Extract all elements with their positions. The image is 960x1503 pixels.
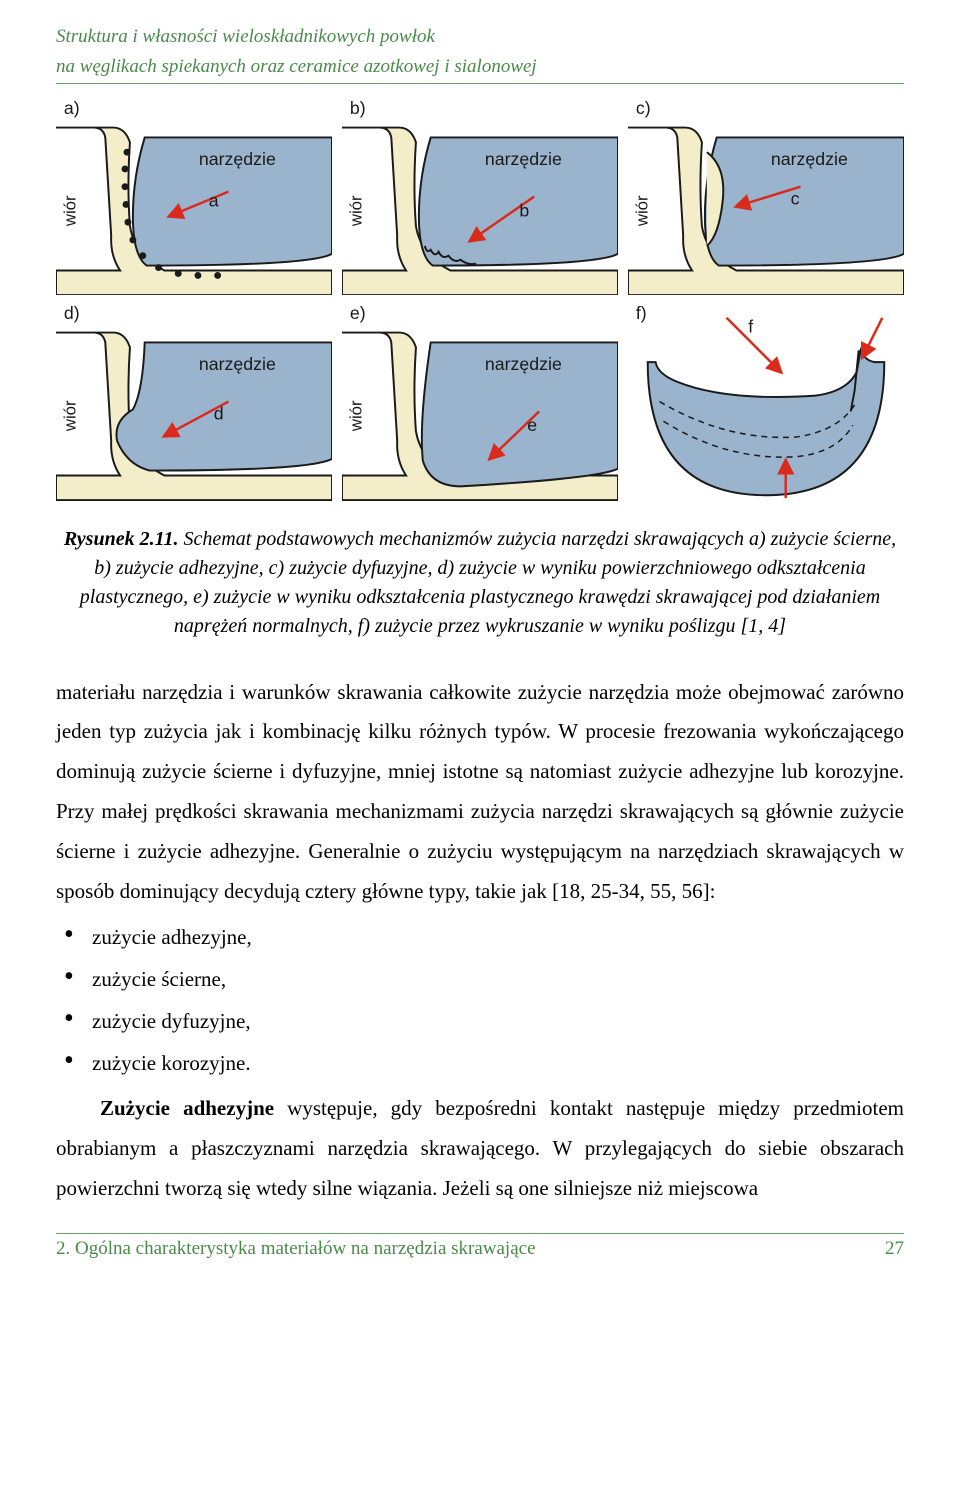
figure-2-11: a) narzędzie a wiór b) narzędzie b	[56, 98, 904, 500]
paragraph-2: Zużycie adhezyjne występuje, gdy bezpośr…	[56, 1089, 904, 1209]
svg-text:a): a)	[64, 98, 80, 118]
bullet-list: zużycie adhezyjne, zużycie ścierne, zuży…	[56, 918, 904, 1084]
caption-text: Schemat podstawowych mechanizmów zużycia…	[80, 528, 896, 637]
svg-text:narzędzie: narzędzie	[199, 354, 276, 374]
bullet-item: zużycie korozyjne.	[64, 1044, 904, 1084]
caption-label: Rysunek 2.11.	[64, 528, 179, 550]
paragraph-1: materiału narzędzia i warunków skrawania…	[56, 673, 904, 912]
figure-caption: Rysunek 2.11. Schemat podstawowych mecha…	[60, 525, 900, 641]
panel-d: d) narzędzie d wiór	[56, 303, 332, 500]
header-rule	[56, 83, 904, 84]
panel-e: e) narzędzie e wiór	[342, 303, 618, 500]
svg-text:f): f)	[636, 303, 647, 323]
svg-text:wiór: wiór	[633, 195, 652, 227]
running-header-line2: na węglikach spiekanych oraz ceramice az…	[56, 54, 904, 80]
body-paragraphs: materiału narzędzia i warunków skrawania…	[56, 673, 904, 1210]
svg-text:wiór: wiór	[61, 400, 80, 432]
svg-text:f: f	[748, 317, 753, 337]
svg-text:wiór: wiór	[61, 195, 80, 227]
svg-text:wiór: wiór	[347, 195, 366, 227]
svg-text:c): c)	[636, 98, 651, 118]
svg-text:b: b	[519, 201, 529, 221]
panel-f: f) f	[628, 303, 904, 500]
panel-b: b) narzędzie b wiór	[342, 98, 618, 295]
running-header-line1: Struktura i własności wieloskładnikowych…	[56, 24, 904, 50]
bullet-item: zużycie dyfuzyjne,	[64, 1002, 904, 1042]
svg-text:c: c	[791, 189, 800, 209]
svg-text:d): d)	[64, 303, 80, 323]
panel-c: c) narzędzie c wiór	[628, 98, 904, 295]
p2-bold: Zużycie adhezyjne	[100, 1096, 274, 1120]
footer-page-number: 27	[885, 1238, 904, 1260]
svg-text:b): b)	[350, 98, 366, 118]
svg-text:a: a	[209, 191, 219, 211]
panel-a: a) narzędzie a wiór	[56, 98, 332, 295]
svg-text:e: e	[527, 416, 537, 436]
svg-text:narzędzie: narzędzie	[771, 149, 848, 169]
svg-text:d: d	[214, 404, 224, 424]
footer-rule	[56, 1233, 904, 1234]
footer-left: 2. Ogólna charakterystyka materiałów na …	[56, 1238, 536, 1260]
bullet-item: zużycie ścierne,	[64, 960, 904, 1000]
svg-text:wiór: wiór	[347, 400, 366, 432]
svg-text:narzędzie: narzędzie	[485, 149, 562, 169]
svg-text:narzędzie: narzędzie	[485, 354, 562, 374]
bullet-item: zużycie adhezyjne,	[64, 918, 904, 958]
svg-text:narzędzie: narzędzie	[199, 149, 276, 169]
svg-text:e): e)	[350, 303, 366, 323]
